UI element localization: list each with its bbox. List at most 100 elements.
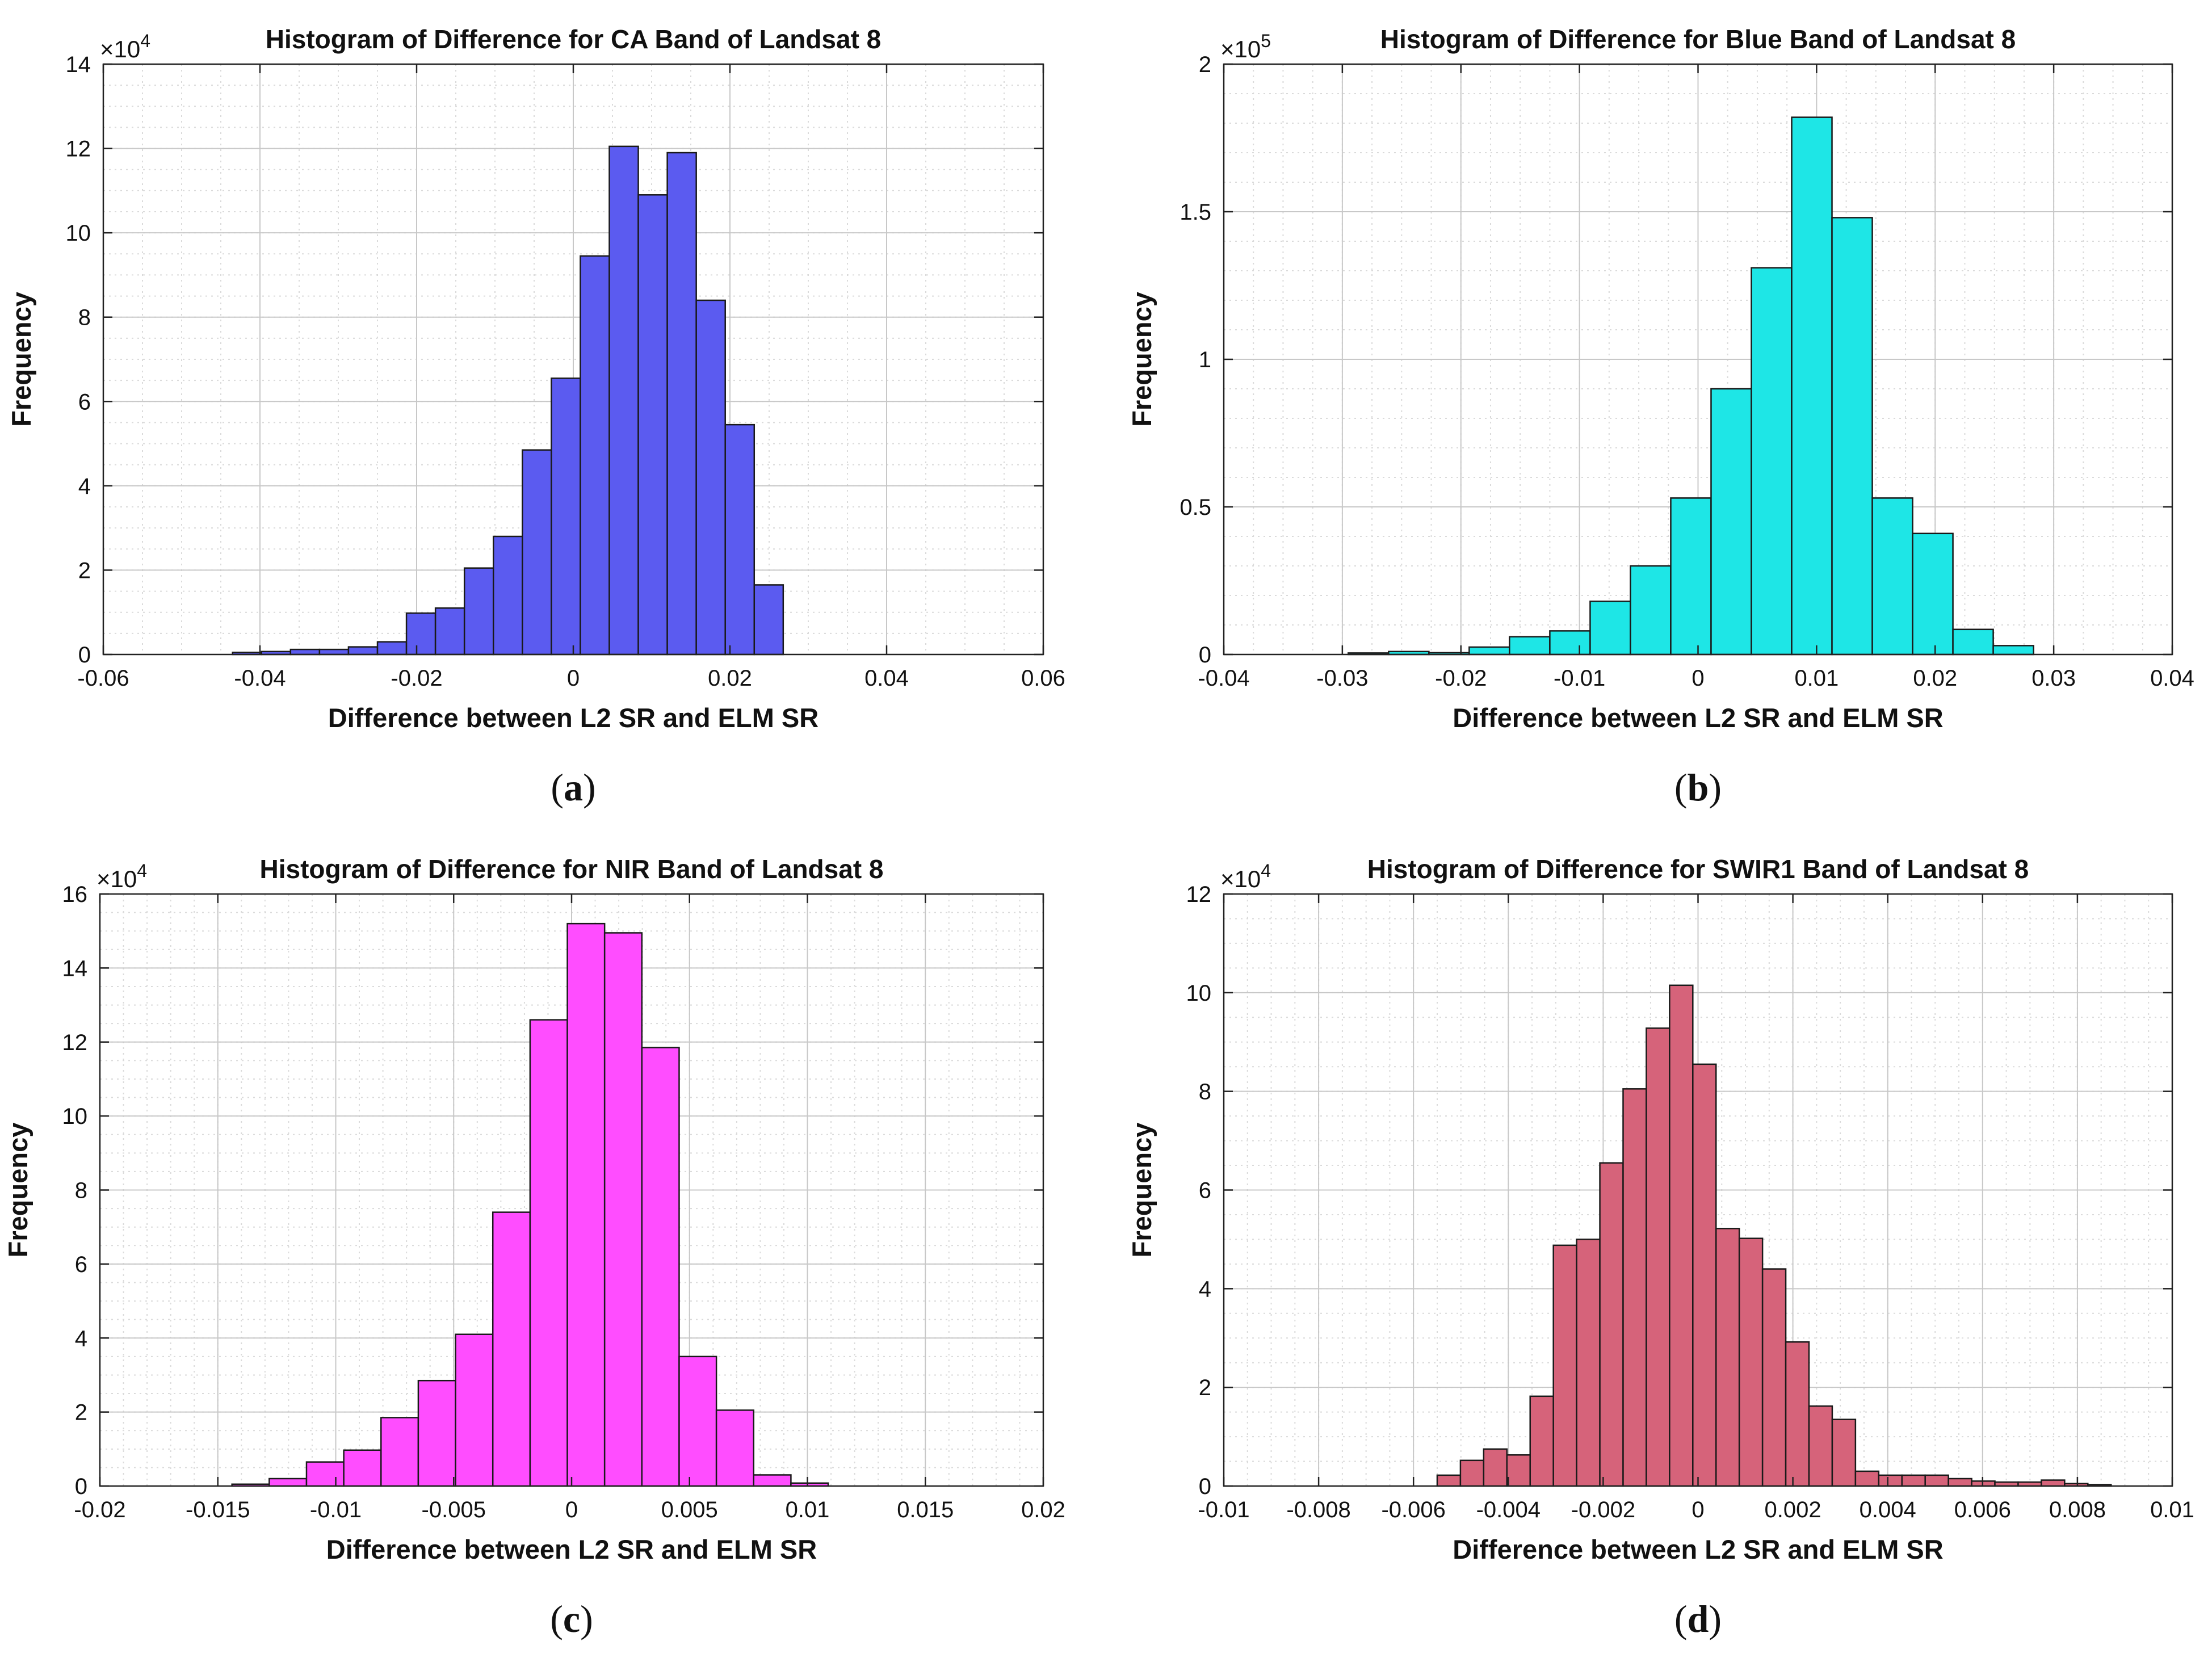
x-tick-label: -0.01 — [1554, 666, 1605, 691]
x-tick-label: -0.01 — [310, 1497, 362, 1522]
x-axis-label: Difference between L2 SR and ELM SR — [326, 1534, 817, 1564]
x-tick-label: -0.015 — [186, 1497, 250, 1522]
histogram-bar — [1599, 1162, 1624, 1487]
histogram-bar — [305, 1461, 345, 1487]
y-multiplier: ×10 — [96, 866, 137, 892]
y-tick-label: 0 — [75, 1474, 87, 1499]
x-tick-label: 0 — [565, 1497, 578, 1522]
y-exponent-label: ×104 — [1220, 861, 1271, 892]
histogram-bar — [1912, 532, 1954, 656]
y-tick-label: 8 — [78, 305, 91, 330]
histogram-bar — [522, 449, 552, 656]
y-tick-label: 10 — [66, 221, 91, 246]
panel-label-letter: b — [1688, 766, 1709, 809]
y-exponent: 4 — [1261, 861, 1271, 881]
y-tick-label: 16 — [62, 882, 88, 907]
y-tick-label: 6 — [75, 1252, 87, 1277]
y-exponent: 4 — [137, 861, 147, 881]
histogram-bar — [1785, 1341, 1810, 1487]
panel-label-letter: c — [563, 1597, 580, 1640]
histogram-bar — [1630, 565, 1672, 656]
panel-b: -0.04 -0.03 -0.02 -0.01 0 0.01 0.02 0.03 0.04 0 0.… — [1127, 24, 2194, 809]
histogram-bar — [463, 567, 494, 656]
bars — [231, 922, 829, 1487]
chart-title: Histogram of Difference for CA Band of L… — [266, 24, 882, 54]
panel-label-close: ) — [1709, 1597, 1722, 1640]
panel-label-close: ) — [583, 766, 596, 809]
y-exponent: 4 — [140, 31, 150, 51]
y-tick-label: 14 — [66, 52, 91, 77]
histogram-bar — [1669, 984, 1694, 1487]
tick-marks — [102, 63, 1044, 656]
histogram-bar — [1509, 636, 1551, 656]
panel-label-letter: a — [564, 766, 583, 809]
histogram-bar — [1549, 630, 1591, 656]
histogram-bar — [1436, 1474, 1462, 1487]
tick-marks — [99, 893, 1044, 1487]
x-tick-label: -0.04 — [234, 666, 286, 691]
histogram-bar — [529, 1019, 568, 1487]
tick-marks — [1223, 893, 2173, 1487]
panel-label-close: ) — [580, 1597, 593, 1640]
y-tick-label: 2 — [75, 1400, 87, 1425]
histogram-bar — [347, 646, 379, 656]
histogram-bar — [753, 584, 784, 656]
histogram-bar — [637, 194, 668, 656]
panel-d: -0.01 -0.008 -0.006 -0.004 -0.002 0 0.002 0.004… — [1127, 854, 2194, 1640]
histogram-bar — [2041, 1479, 2066, 1487]
x-tick-label: 0.01 — [1794, 666, 1839, 691]
x-tick-label: 0.002 — [1765, 1497, 1821, 1522]
bars — [1348, 116, 2034, 656]
y-tick-label: 0 — [1199, 1474, 1211, 1499]
histogram-bar — [1646, 1027, 1670, 1487]
histogram-bar — [1971, 1480, 1996, 1487]
x-tick-label: 0.01 — [786, 1497, 830, 1522]
x-tick-label: 0 — [567, 666, 580, 691]
x-tick-label: -0.008 — [1286, 1497, 1350, 1522]
histogram-bar — [434, 607, 465, 656]
panel-label-open: ( — [551, 766, 564, 809]
y-tick-label: 8 — [75, 1178, 87, 1203]
histogram-bar — [724, 423, 755, 656]
y-tick-label: 10 — [1186, 981, 1212, 1006]
histogram-bar — [1710, 388, 1752, 656]
panel-c: -0.02 -0.015 -0.01 -0.005 0 0.005 0.01 0.015 0.0… — [3, 854, 1065, 1640]
y-axis-label: Frequency — [3, 1123, 33, 1258]
histogram-bar — [1670, 497, 1712, 656]
histogram-bar — [1791, 116, 1833, 656]
histogram-bar — [268, 1478, 308, 1487]
y-exponent: 5 — [1261, 31, 1271, 51]
histogram-bar — [1947, 1478, 1972, 1487]
histogram-bar — [1924, 1474, 1949, 1487]
histogram-bar — [1552, 1244, 1577, 1487]
panel-label-open: ( — [1674, 1597, 1688, 1640]
histogram-bar — [666, 152, 697, 656]
histogram-bar — [1589, 601, 1631, 656]
y-multiplier: ×10 — [1220, 866, 1261, 892]
histogram-bar — [455, 1333, 494, 1487]
x-tick-label: 0.01 — [2150, 1497, 2194, 1522]
y-multiplier: ×10 — [1220, 36, 1261, 62]
y-tick-label: 12 — [62, 1030, 88, 1055]
x-tick-label: -0.02 — [391, 666, 442, 691]
histogram-bar — [641, 1047, 680, 1487]
y-axis-label: Frequency — [1127, 1123, 1157, 1258]
histogram-bar — [380, 1417, 419, 1487]
y-tick-label: 1.5 — [1180, 200, 1211, 225]
histogram-bar — [376, 641, 408, 656]
y-tick-label: 4 — [78, 474, 91, 499]
y-tick-label: 2 — [1199, 1375, 1211, 1400]
y-tick-label: 4 — [75, 1326, 87, 1351]
bars — [1436, 984, 2112, 1487]
y-tick-label: 0 — [78, 643, 91, 668]
x-tick-label: 0.04 — [864, 666, 909, 691]
panel-label: (c) — [550, 1597, 593, 1640]
x-tick-label: 0.02 — [708, 666, 752, 691]
y-tick-label: 0.5 — [1180, 495, 1211, 520]
y-tick-label: 1 — [1199, 347, 1211, 372]
y-tick-label: 12 — [1186, 882, 1212, 907]
chart-title: Histogram of Difference for Blue Band of… — [1380, 24, 2016, 54]
panel-label-open: ( — [1674, 766, 1688, 809]
histogram-bar — [289, 648, 321, 656]
panel-label-open: ( — [550, 1597, 563, 1640]
